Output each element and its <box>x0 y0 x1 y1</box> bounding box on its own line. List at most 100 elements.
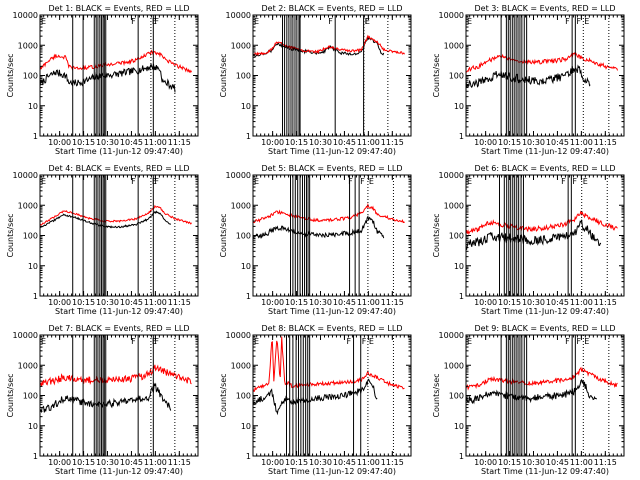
x-axis-label: Start Time (11-Jun-12 09:47:40) <box>55 147 183 156</box>
y-tick-label: 10000 <box>439 331 464 340</box>
flag-label: F <box>154 17 159 26</box>
flag-label: E <box>41 337 46 346</box>
y-tick-label: 100 <box>236 72 251 81</box>
flag-label: E <box>254 177 259 186</box>
y-tick-label: 100 <box>236 392 251 401</box>
x-tick-label: 10:30 <box>522 458 545 467</box>
plot-frame <box>465 14 625 137</box>
x-tick-label: 10:00 <box>261 138 284 147</box>
flag-label: F <box>348 177 353 186</box>
x-tick-label: 11:00 <box>144 298 167 307</box>
y-axis-label: Counts/sec <box>219 53 228 97</box>
x-tick-label: 10:00 <box>261 298 284 307</box>
y-tick-label: 100 <box>23 232 38 241</box>
flag-label: F <box>365 17 370 26</box>
x-tick-label: 10:00 <box>48 298 71 307</box>
series-line-lld <box>252 336 405 392</box>
flag-label: F <box>561 177 566 186</box>
flag-label: F <box>362 337 367 346</box>
x-tick-label: 10:15 <box>498 298 521 307</box>
y-tick-label: 10 <box>454 262 464 271</box>
y-tick-label: 1000 <box>444 201 464 210</box>
y-tick-label: 100 <box>449 72 464 81</box>
series-line-lld <box>465 210 618 236</box>
x-tick-label: 10:30 <box>309 458 332 467</box>
series-line-lld <box>252 202 405 224</box>
x-tick-label: 10:45 <box>333 298 356 307</box>
y-tick-label: 1 <box>33 132 38 141</box>
y-tick-label: 10000 <box>226 171 251 180</box>
x-tick-label: 10:45 <box>120 458 143 467</box>
flag-label: F <box>131 17 136 26</box>
y-tick-label: 10 <box>454 102 464 111</box>
y-axis-label: Counts/sec <box>219 213 228 257</box>
flag-label: F <box>576 337 581 346</box>
x-tick-label: 10:00 <box>48 138 71 147</box>
plot-frame <box>39 334 199 457</box>
series-line-events <box>252 378 378 416</box>
y-tick-label: 1 <box>33 452 38 461</box>
x-tick-label: 10:00 <box>474 458 497 467</box>
x-tick-label: 10:15 <box>72 458 95 467</box>
flag-label: E <box>152 17 157 26</box>
x-tick-label: 10:15 <box>72 138 95 147</box>
y-tick-label: 1000 <box>18 201 38 210</box>
x-axis-label: Start Time (11-Jun-12 09:47:40) <box>55 307 183 316</box>
series-line-lld <box>39 364 192 387</box>
x-tick-label: 10:00 <box>474 138 497 147</box>
x-tick-label: 10:30 <box>96 138 119 147</box>
x-tick-label: 10:30 <box>309 298 332 307</box>
y-axis-label: Counts/sec <box>6 373 15 417</box>
panel-title: Det 1: BLACK = Events, RED = LLD <box>49 4 190 13</box>
y-tick-label: 1 <box>246 452 251 461</box>
plot-frame <box>465 174 625 297</box>
y-tick-label: 1 <box>459 452 464 461</box>
x-tick-label: 11:15 <box>594 298 617 307</box>
y-tick-label: 10000 <box>226 11 251 20</box>
y-tick-label: 1000 <box>444 41 464 50</box>
x-tick-label: 11:15 <box>168 458 191 467</box>
x-tick-label: 10:30 <box>522 138 545 147</box>
x-tick-label: 11:00 <box>144 458 167 467</box>
x-tick-label: 10:15 <box>285 138 308 147</box>
y-tick-label: 10 <box>241 102 251 111</box>
x-tick-label: 11:00 <box>144 138 167 147</box>
flag-label: E <box>369 177 374 186</box>
x-tick-label: 10:30 <box>96 298 119 307</box>
x-tick-label: 10:45 <box>546 138 569 147</box>
flag-label: E <box>467 177 472 186</box>
x-tick-label: 11:00 <box>570 138 593 147</box>
flag-label: E <box>41 17 46 26</box>
y-tick-label: 1000 <box>444 361 464 370</box>
x-tick-label: 10:30 <box>96 458 119 467</box>
series-line-lld <box>39 204 192 226</box>
y-tick-label: 10000 <box>439 11 464 20</box>
series-line-events <box>465 378 598 405</box>
flag-label: E <box>583 177 588 186</box>
flag-label: E <box>254 337 259 346</box>
x-axis-label: Start Time (11-Jun-12 09:47:40) <box>481 467 609 476</box>
plot-frame <box>252 174 412 297</box>
flag-label: E <box>369 337 374 346</box>
x-tick-label: 11:15 <box>168 138 191 147</box>
x-tick-label: 10:30 <box>522 298 545 307</box>
flag-label: E <box>467 17 472 26</box>
y-tick-label: 10000 <box>439 171 464 180</box>
y-tick-label: 1000 <box>231 201 251 210</box>
series-line-lld <box>465 52 619 73</box>
y-axis-label: Counts/sec <box>432 373 441 417</box>
x-axis-label: Start Time (11-Jun-12 09:47:40) <box>481 307 609 316</box>
y-tick-label: 1000 <box>18 41 38 50</box>
y-tick-label: 10000 <box>13 11 38 20</box>
x-tick-label: 10:15 <box>285 458 308 467</box>
flag-label: E <box>365 17 370 26</box>
x-tick-label: 10:45 <box>333 138 356 147</box>
y-tick-label: 1 <box>246 292 251 301</box>
flag-label: E <box>254 17 259 26</box>
y-tick-label: 10 <box>454 422 464 431</box>
y-axis-label: Counts/sec <box>6 53 15 97</box>
